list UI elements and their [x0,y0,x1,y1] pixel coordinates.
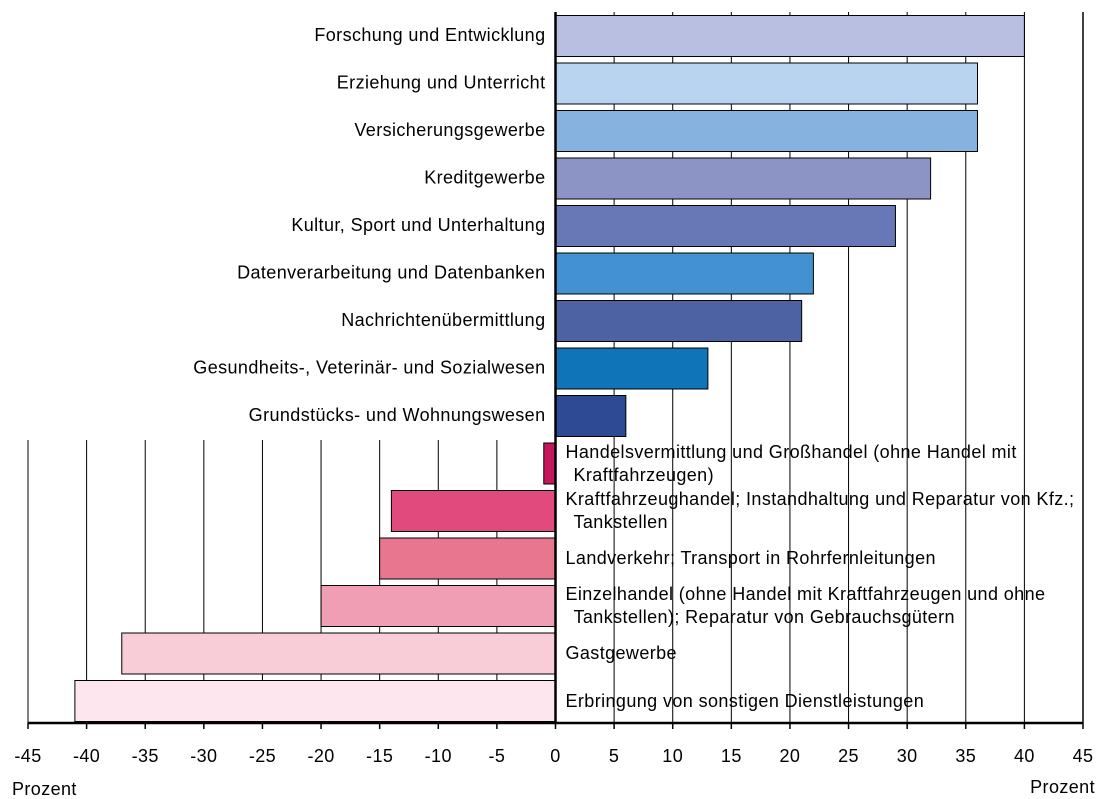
category-label: Kraftfahrzeughandel; Instandhaltung und … [565,489,1075,532]
category-label: Datenverarbeitung und Datenbanken [237,262,545,282]
x-tick-label: 40 [1014,746,1035,766]
bar [390,490,556,532]
bar [555,62,978,105]
x-tick-label: 0 [550,746,560,766]
category-label: Kreditgewerbe [424,167,545,187]
category-label: Erziehung und Unterricht [337,72,546,92]
x-tick-label: -30 [190,746,217,766]
category-label: Handelsvermittlung und Großhandel (ohne … [565,441,1017,485]
x-axis-label: Prozent [12,779,77,799]
bar [555,347,709,390]
bar [555,395,627,437]
x-tick-label: -10 [425,746,452,766]
x-tick-label: -20 [307,746,334,766]
category-label: Erbringung von sonstigen Dienstleistunge… [565,690,925,711]
category-label: Einzelhandel (ohne Handel mit Kraftfahrz… [565,584,1046,627]
bar [320,585,556,627]
x-tick-label: -5 [488,746,505,766]
category-label: Grundstücks- und Wohnungswesen [249,405,546,425]
x-tick-label: 20 [780,746,801,766]
x-tick-label: 35 [955,746,976,766]
x-tick-label: -35 [132,746,159,766]
bar [555,205,896,247]
category-label: Gastgewerbe [565,643,677,663]
bar [555,157,932,200]
bar [379,537,556,580]
bar [121,632,557,675]
x-axis-label: Prozent [1030,777,1095,797]
bar [555,252,814,295]
x-tick-label: -15 [366,746,393,766]
x-tick-label: 45 [1073,746,1094,766]
x-tick-label: -25 [249,746,276,766]
x-tick-label: 5 [609,746,619,766]
category-label: Gesundheits-, Veterinär- und Sozialwesen [193,357,545,377]
category-label: Landverkehr; Transport in Rohrfernleitun… [565,548,936,568]
bar [543,442,556,485]
bar [555,110,978,152]
bar [555,300,803,342]
x-tick-label: 25 [838,746,859,766]
bar [555,15,1025,57]
category-label: Kultur, Sport und Unterhaltung [291,215,545,235]
bar [74,680,556,722]
x-tick-label: 15 [721,746,742,766]
x-tick-label: 30 [897,746,918,766]
category-label: Versicherungsgewerbe [354,120,545,140]
category-label: Nachrichtenübermittlung [341,310,545,330]
x-tick-label: -45 [14,746,41,766]
x-tick-label: -40 [73,746,100,766]
category-label: Forschung und Entwicklung [314,25,545,45]
x-tick-label: 10 [662,746,683,766]
